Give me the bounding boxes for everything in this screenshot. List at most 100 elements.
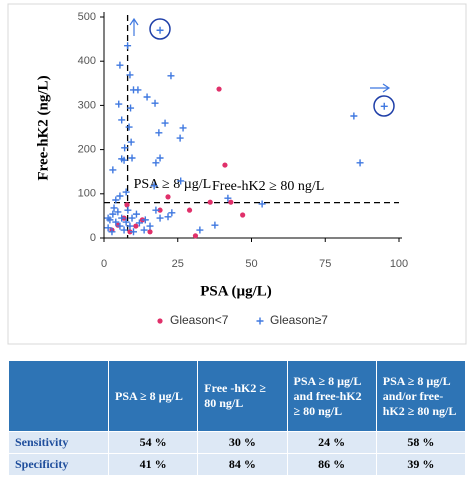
x-tick-label: 50 (245, 258, 257, 270)
point (130, 228, 137, 236)
point (165, 194, 171, 200)
point (108, 228, 116, 236)
y-tick-label: 100 (78, 188, 96, 200)
point (157, 207, 163, 213)
point (196, 226, 204, 234)
highlight-circle (149, 18, 171, 40)
point (127, 104, 135, 112)
point (150, 182, 158, 190)
point (134, 86, 142, 94)
point (126, 222, 134, 230)
point (128, 154, 136, 162)
point (186, 207, 193, 213)
y-tick-label: 400 (78, 55, 96, 67)
point (156, 26, 164, 34)
point (121, 144, 129, 152)
legend-marker (256, 317, 264, 325)
point (156, 214, 164, 222)
point (112, 196, 120, 204)
point (350, 112, 358, 120)
point (109, 210, 117, 218)
table-cell: 84 % (197, 453, 288, 476)
point (120, 226, 128, 234)
point (127, 229, 133, 235)
y-tick-label: 500 (78, 11, 96, 23)
point (152, 159, 160, 167)
corner-cell (8, 360, 109, 432)
point (115, 100, 123, 108)
header-cell: PSA ≥ 8 µg/L and/or free-hK2 ≥ 80 ng/L (375, 360, 467, 432)
point (124, 202, 130, 208)
x-tick-label: 25 (172, 258, 184, 270)
point (168, 209, 176, 217)
point (151, 99, 159, 107)
point (156, 154, 164, 162)
point (380, 102, 388, 110)
point (164, 213, 172, 221)
point (258, 200, 266, 208)
point (155, 129, 163, 137)
x-tick-label: 100 (390, 258, 408, 270)
y-axis-label: Free-hK2 (ng/L) (35, 75, 51, 180)
x-axis-label: PSA (µg/L) (200, 283, 272, 299)
results-table: PSA ≥ 8 µg/L Free -hK2 ≥ 80 ng/L PSA ≥ 8 µ… (8, 360, 467, 476)
point (114, 208, 122, 216)
point (125, 123, 133, 131)
point (147, 229, 153, 235)
point (176, 134, 184, 142)
offscale-arrow (370, 83, 391, 93)
point (132, 210, 140, 218)
point (133, 223, 139, 229)
row-label: Specificity (8, 453, 109, 476)
point (124, 42, 132, 50)
point (177, 177, 185, 185)
point (127, 138, 135, 146)
table-cell: 41 % (107, 453, 199, 476)
point (167, 72, 175, 80)
point (192, 233, 199, 239)
table-row: Sensitivity 54 % 30 % 24 % 58 % (8, 431, 467, 454)
highlight-circle (373, 95, 395, 117)
point (152, 206, 160, 214)
table-cell: 86 % (286, 453, 377, 476)
point (216, 86, 222, 92)
point (207, 199, 213, 205)
offscale-arrow (129, 17, 139, 36)
point (126, 71, 134, 79)
table-cell: 58 % (375, 431, 467, 454)
header-cell: PSA ≥ 8 µg/L (107, 360, 199, 432)
x-tick-label: 0 (101, 258, 107, 270)
chart-frame (7, 3, 467, 345)
point (146, 222, 154, 230)
y-tick-label: 0 (90, 232, 96, 244)
point (118, 155, 126, 163)
point (356, 159, 364, 167)
row-label: Sensitivity (8, 431, 109, 454)
table-row: Specificity 41 % 84 % 86 % 39 % (8, 453, 467, 476)
point (124, 206, 132, 214)
point (118, 214, 126, 222)
point (228, 199, 234, 205)
y-tick-label: 200 (78, 144, 96, 156)
point (122, 188, 130, 196)
y-tick-label: 300 (78, 99, 96, 111)
legend-label: Gleason<7 (170, 313, 229, 327)
point (122, 218, 130, 226)
point (110, 204, 118, 212)
header-cell: PSA ≥ 8 µg/L and free-hK2 ≥ 80 ng/L (286, 360, 377, 432)
point (224, 194, 232, 202)
table-cell: 39 % (375, 453, 467, 476)
point (116, 222, 124, 230)
point (135, 219, 143, 227)
threshold-label: Free-hK2 ≥ 80 ng/L (212, 179, 324, 194)
point (116, 192, 124, 200)
point (141, 216, 149, 224)
point (104, 224, 112, 232)
table-cell: 54 % (107, 431, 199, 454)
point (118, 116, 126, 124)
point (222, 162, 228, 168)
point (112, 218, 120, 226)
point (104, 214, 112, 222)
point (140, 226, 148, 234)
